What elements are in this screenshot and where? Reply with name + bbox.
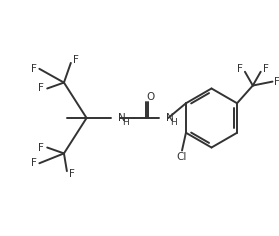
Text: H: H <box>122 118 129 127</box>
Text: F: F <box>73 55 79 65</box>
Text: F: F <box>237 64 243 74</box>
Text: F: F <box>69 169 75 179</box>
Text: Cl: Cl <box>177 152 187 162</box>
Text: F: F <box>275 77 279 87</box>
Text: H: H <box>170 118 177 127</box>
Text: F: F <box>30 64 36 74</box>
Text: F: F <box>30 158 36 168</box>
Text: N: N <box>166 113 174 123</box>
Text: F: F <box>39 84 44 93</box>
Text: N: N <box>118 113 126 123</box>
Text: F: F <box>263 64 268 74</box>
Text: O: O <box>146 92 155 102</box>
Text: F: F <box>39 143 44 152</box>
